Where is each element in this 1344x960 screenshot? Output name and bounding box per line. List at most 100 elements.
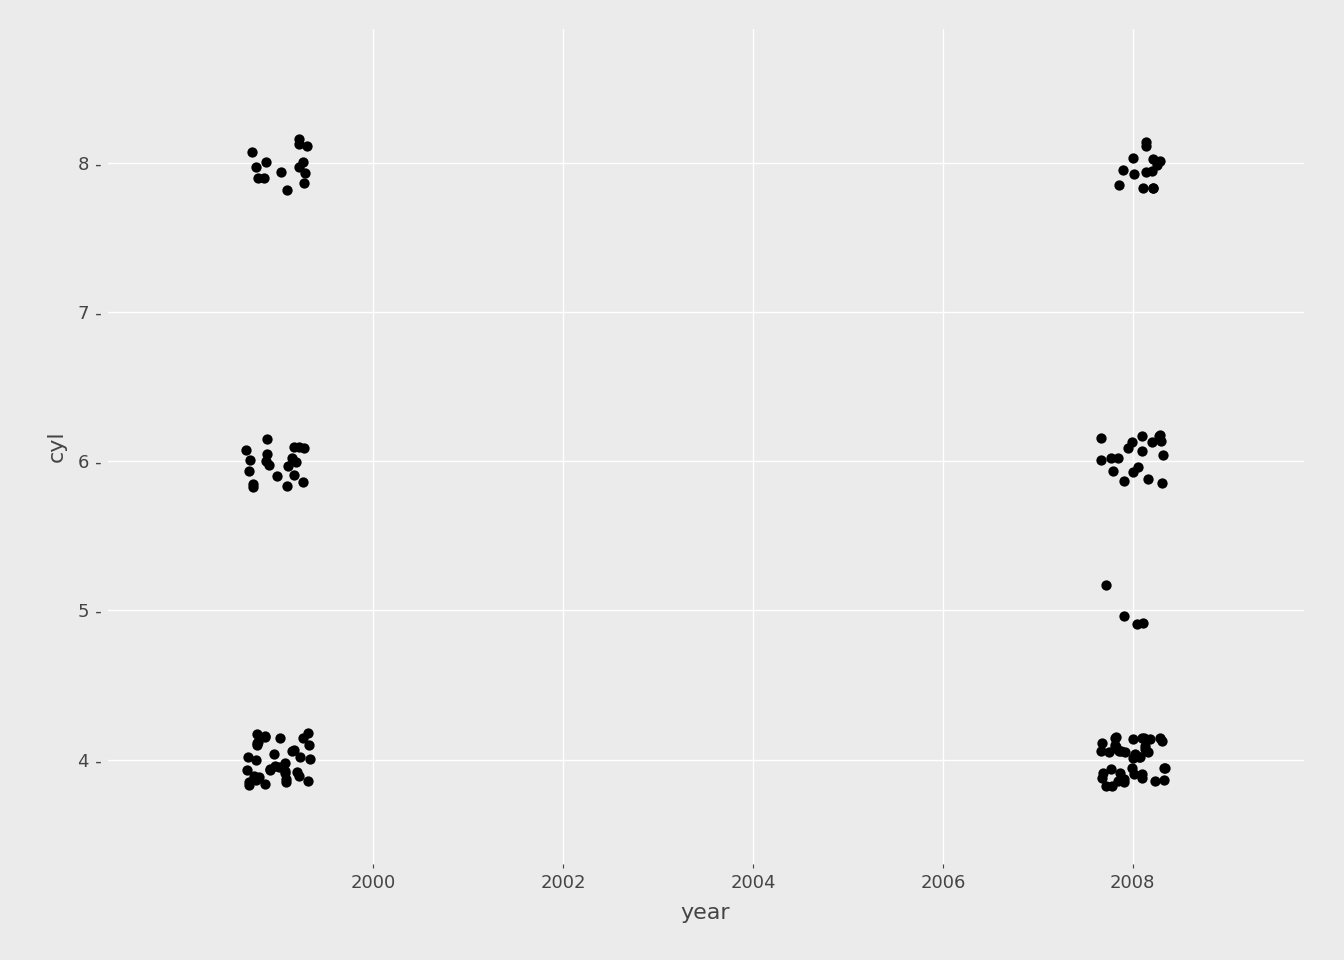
Y-axis label: cyl: cyl [47, 431, 67, 462]
Point [1122, 751, 1144, 766]
Point [254, 170, 276, 185]
Point [282, 468, 304, 483]
Point [293, 440, 314, 455]
Point [1137, 471, 1159, 487]
Point [1122, 465, 1144, 480]
Point [249, 769, 270, 784]
Point [290, 750, 312, 765]
Point [1105, 740, 1126, 756]
Point [1132, 180, 1153, 196]
Point [1098, 745, 1120, 760]
Point [298, 737, 320, 753]
Point [1101, 779, 1122, 794]
Point [297, 774, 319, 789]
Point [242, 144, 263, 159]
Point [1090, 744, 1111, 759]
Point [277, 181, 298, 197]
Point [255, 432, 277, 447]
Point [269, 759, 290, 775]
Point [294, 165, 316, 180]
Point [255, 453, 277, 468]
Point [1130, 770, 1152, 785]
Point [254, 777, 276, 792]
Point [1129, 749, 1150, 764]
Point [270, 164, 292, 180]
Point [274, 765, 296, 780]
Point [274, 771, 296, 786]
Point [255, 155, 277, 170]
Point [274, 756, 296, 771]
Point [1095, 577, 1117, 592]
Point [1133, 615, 1154, 631]
Point [1150, 733, 1172, 749]
Point [1136, 164, 1157, 180]
Point [1136, 134, 1157, 150]
Point [277, 459, 298, 474]
Point [1137, 744, 1159, 759]
Point [1101, 761, 1122, 777]
Point [269, 731, 290, 746]
Point [298, 751, 320, 766]
Point [1093, 766, 1114, 781]
Point [242, 476, 263, 492]
Point [257, 446, 278, 462]
Point [276, 774, 297, 789]
Point [1128, 460, 1149, 475]
Point [1130, 731, 1152, 746]
Point [1122, 167, 1144, 182]
Point [1149, 731, 1171, 746]
Point [1091, 770, 1113, 785]
Point [1132, 444, 1153, 459]
Point [1105, 731, 1126, 746]
Point [1109, 765, 1130, 780]
Point [259, 761, 281, 777]
Point [239, 775, 261, 790]
Point [246, 735, 267, 751]
X-axis label: year: year [681, 902, 730, 923]
Point [1134, 738, 1156, 754]
Point [1090, 430, 1111, 445]
Point [238, 777, 259, 792]
Point [1125, 746, 1146, 761]
Point [289, 440, 310, 455]
Point [1150, 433, 1172, 448]
Point [286, 454, 308, 469]
Point [1132, 766, 1153, 781]
Point [263, 747, 285, 762]
Point [293, 155, 314, 170]
Point [1149, 427, 1171, 443]
Point [1130, 429, 1152, 444]
Point [254, 729, 276, 744]
Point [1113, 162, 1134, 178]
Point [1141, 435, 1163, 450]
Point [254, 730, 276, 745]
Point [239, 452, 261, 468]
Point [1114, 744, 1136, 759]
Point [1142, 180, 1164, 196]
Point [1095, 779, 1117, 794]
Point [1105, 737, 1126, 753]
Point [288, 132, 309, 147]
Point [1142, 180, 1164, 196]
Point [245, 159, 266, 175]
Point [1101, 450, 1122, 466]
Point [243, 768, 265, 783]
Point [246, 737, 267, 753]
Point [281, 743, 302, 758]
Point [1152, 475, 1173, 491]
Point [1091, 735, 1113, 751]
Point [266, 468, 288, 484]
Point [1122, 767, 1144, 782]
Point [274, 764, 296, 780]
Point [1154, 760, 1176, 776]
Point [258, 458, 280, 473]
Point [286, 764, 308, 780]
Point [1106, 729, 1128, 744]
Point [296, 138, 317, 154]
Point [1148, 428, 1169, 444]
Point [242, 479, 263, 494]
Point [1107, 743, 1129, 758]
Point [1153, 773, 1175, 788]
Point [294, 176, 316, 191]
Point [1144, 774, 1165, 789]
